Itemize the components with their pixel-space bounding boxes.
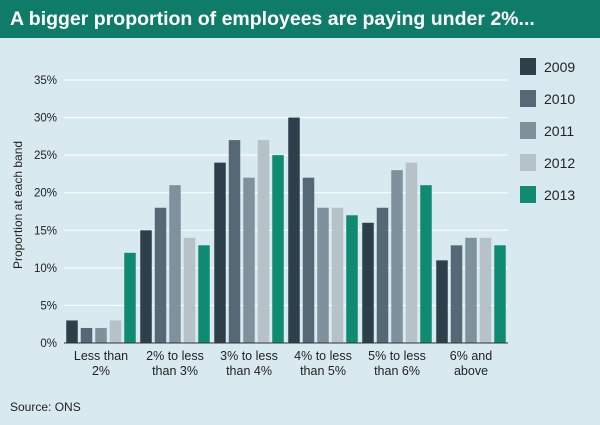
x-tick-label: 2%: [92, 364, 110, 378]
bar-2011: [465, 237, 477, 343]
bar-2010: [80, 327, 93, 343]
x-tick-label: above: [454, 364, 488, 378]
x-tick-label: 2% to less: [146, 349, 204, 363]
legend-swatch-2010: [520, 90, 536, 107]
legend-label: 2010: [544, 91, 575, 107]
bar-2013: [420, 185, 432, 343]
legend-swatch-2013: [520, 186, 536, 203]
bar-2013: [198, 245, 210, 343]
x-tick-label: than 3%: [152, 364, 198, 378]
bar-2013: [346, 215, 358, 343]
chart-title: A bigger proportion of employees are pay…: [0, 0, 600, 38]
bar-2009: [362, 222, 374, 343]
x-tick-label: 3% to less: [220, 349, 278, 363]
bar-2013: [272, 155, 284, 343]
y-tick-label: 10%: [34, 263, 57, 275]
legend-swatch-2012: [520, 154, 536, 171]
x-tick-label: 4% to less: [294, 349, 352, 363]
bar-2012: [109, 320, 122, 343]
bar-2011: [95, 327, 107, 343]
x-tick-label: 6% and: [450, 349, 492, 363]
x-tick-label: 5% to less: [368, 349, 426, 363]
y-tick-label: 20%: [34, 188, 57, 200]
bar-2012: [479, 237, 492, 343]
bar-2009: [66, 320, 78, 343]
bar-2011: [169, 185, 181, 343]
bar-2009: [214, 162, 226, 343]
bar-2009: [140, 230, 152, 343]
bar-2013: [124, 252, 136, 343]
y-tick-label: 35%: [34, 75, 57, 87]
bar-2010: [450, 245, 463, 343]
bar-2010: [302, 177, 315, 343]
y-tick-label: 25%: [34, 150, 57, 162]
y-tick-label: 15%: [34, 225, 57, 237]
bar-2010: [376, 207, 389, 343]
legend-swatch-2011: [520, 122, 536, 139]
bar-2012: [405, 162, 418, 343]
y-axis-label: Proportion at each band: [11, 141, 25, 269]
y-tick-label: 5%: [40, 300, 57, 312]
bar-2013: [494, 245, 506, 343]
bar-2011: [317, 207, 329, 343]
bar-2010: [228, 140, 241, 343]
legend-label: 2009: [544, 59, 575, 75]
x-tick-label: Less than: [74, 349, 128, 363]
bar-2011: [391, 170, 403, 343]
legend-label: 2012: [544, 155, 575, 171]
bar-2009: [288, 117, 300, 343]
bar-2009: [436, 260, 448, 343]
bar-2010: [154, 207, 167, 343]
x-tick-label: than 5%: [300, 364, 346, 378]
legend-label: 2011: [544, 123, 574, 139]
bar-2012: [183, 237, 196, 343]
bar-2011: [243, 177, 255, 343]
y-tick-label: 30%: [34, 113, 57, 125]
x-tick-label: than 4%: [226, 364, 272, 378]
source-note: Source: ONS: [10, 400, 81, 414]
bar-2012: [331, 207, 344, 343]
legend-label: 2013: [544, 187, 575, 203]
x-tick-label: than 6%: [374, 364, 420, 378]
bar-2012: [257, 140, 270, 343]
y-tick-label: 0%: [40, 338, 57, 350]
legend-swatch-2009: [520, 58, 536, 75]
